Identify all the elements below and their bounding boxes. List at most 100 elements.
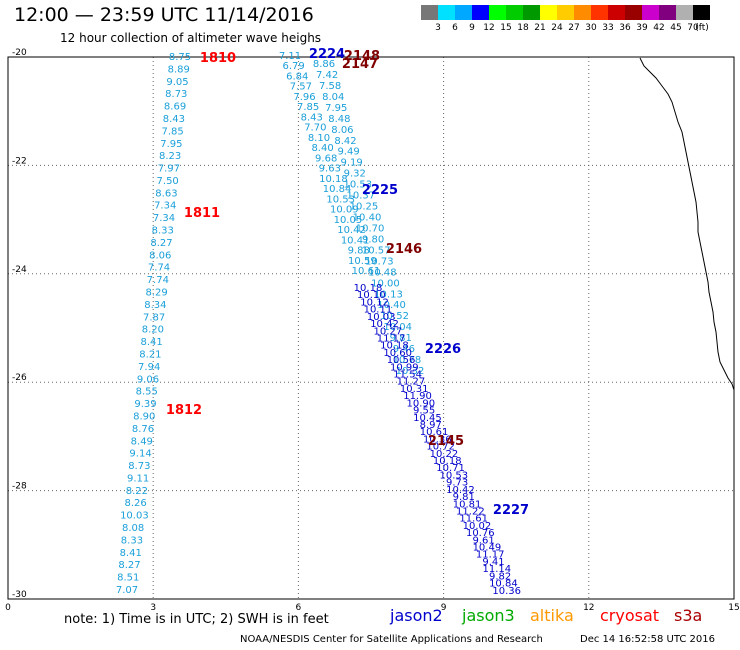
swh-value: 10.22 [430,449,459,460]
swh-value: 8.73 [165,89,187,100]
swh-value: 9.55 [413,406,435,417]
swh-value: 6.84 [286,71,308,82]
color-scale-swatch [659,5,676,20]
swh-value: 7.42 [316,70,338,81]
color-scale-label: 21 [534,23,546,33]
swh-value: 10.60 [383,348,412,359]
swh-value: 10.42 [337,225,366,236]
longitude-tick: 0 [5,603,11,613]
swh-value: 9.61 [472,535,494,546]
swh-value: 8.20 [142,325,164,336]
swh-value: 10.09 [330,205,359,216]
swh-value: 11.14 [482,564,511,575]
swh-value: 8.08 [122,523,144,534]
swh-value: 7.85 [161,126,183,137]
swh-value: 9.68 [315,153,337,164]
swh-value: 8.90 [133,411,155,422]
swh-value: 7.58 [319,81,341,92]
swh-value: 8.49 [131,436,153,447]
color-scale-swatch [540,5,557,20]
map-gridlines [8,57,734,599]
swh-value: 9.39 [134,399,156,410]
swh-value: 10.57 [362,245,391,256]
swh-value: 7.11 [279,51,301,62]
swh-value: 8.26 [124,498,146,509]
swh-value: 10.25 [350,202,379,213]
satellite-legend-s3a: s3a [674,606,703,625]
swh-value: 10.42 [446,485,475,496]
swh-value: 9.63 [319,164,341,175]
longitude-tick: 15 [728,603,739,613]
swh-value: 8.75 [169,52,191,63]
pass-time-label: 1811 [184,206,220,221]
color-scale-swatch [642,5,659,20]
color-scale-swatch [574,5,591,20]
color-scale-swatch [472,5,489,20]
swh-value: 9.73 [446,478,468,489]
swh-value: 9.81 [453,492,475,503]
swh-value: 11.27 [397,377,426,388]
swh-value: 10.31 [400,384,429,395]
swh-value: 11.61 [459,514,488,525]
color-scale-swatch [523,5,540,20]
swh-value: 7.85 [297,102,319,113]
swh-value: 10.27 [373,326,402,337]
swh-value: 8.10 [308,133,330,144]
swh-value: 9.32 [344,169,366,180]
color-scale-legend: 3 6 9 12 15 18 21 24 27 30 33 36 39 42 45 70 (ft) [421,5,710,33]
swh-value: 10.72 [426,442,455,453]
swh-value: 8.76 [132,424,154,435]
color-scale-swatch [676,5,693,20]
swh-value: 8.42 [334,136,356,147]
color-scale-swatch [489,5,506,20]
swh-value: 10.36 [492,586,521,597]
page-subtitle: 12 hour collection of altimeter wave hei… [60,31,322,45]
pass-time-label: 2145 [428,434,464,449]
color-scale-labels: 3 6 9 12 15 18 21 24 27 30 33 36 39 42 45 70 (ft) [421,20,710,33]
swh-value: 8.27 [150,238,172,249]
swh-value: 10.40 [377,300,406,311]
swh-value: 8.21 [139,349,161,360]
swh-value: 10.99 [390,362,419,373]
swh-value: 10.05 [334,215,363,226]
pass-time-label: 1812 [166,403,202,418]
swh-value: 9.49 [337,147,359,158]
swh-value: 10.61 [352,266,381,277]
swh-value: 10.37 [347,191,376,202]
longitude-tick: 12 [583,603,594,613]
pass-time-label: 2227 [493,503,529,518]
swh-value: 10.78 [393,355,422,366]
swh-value: 9.05 [166,77,188,88]
swh-value: 8.51 [117,573,139,584]
swh-value: 10.53 [343,180,372,191]
color-scale-swatch [421,5,438,20]
swh-value: 11.22 [456,506,485,517]
longitude-tick: 3 [150,603,156,613]
swh-value: 8.04 [322,92,344,103]
swh-value: 8.63 [155,188,177,199]
swh-value: 8.73 [128,461,150,472]
swh-value: 10.18 [433,456,462,467]
swh-value: 11.54 [393,370,422,381]
satellite-legend-cryosat: cryosat [600,606,660,625]
color-scale-label: 18 [517,23,529,33]
longitude-tick: 6 [296,603,302,613]
swh-value: 10.73 [365,256,394,267]
swh-value: 10.53 [326,194,355,205]
swh-value: 8.69 [164,102,186,113]
swh-value: 10.02 [463,521,492,532]
pass-time-label: 2225 [362,183,398,198]
latitude-tick: -30 [12,590,27,600]
swh-value: 10.59 [348,256,377,267]
swh-value: 8.27 [118,560,140,571]
color-scale-swatch [608,5,625,20]
color-scale-swatch [557,5,574,20]
color-scale-label: (ft) [695,23,709,33]
swh-value: 10.90 [407,398,436,409]
swh-value: 7.87 [143,312,165,323]
swh-value: 7.96 [293,92,315,103]
color-scale-label: 30 [585,23,597,33]
swh-value: 9.81 [390,333,412,344]
longitude-tick-labels: 0 3 6 9 12 15 [5,603,740,613]
swh-value: 10.70 [356,223,385,234]
